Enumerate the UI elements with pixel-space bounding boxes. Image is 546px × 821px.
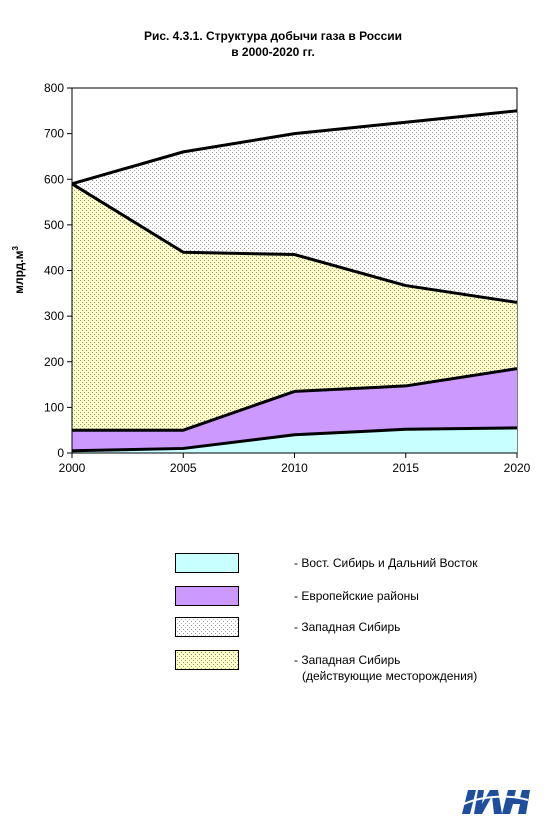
- x-tick-label: 2005: [170, 461, 197, 475]
- legend-label-line-2: (действующие месторождения): [302, 669, 478, 683]
- legend-swatch-european: [175, 586, 239, 606]
- y-axis-label-superscript: 3: [11, 246, 20, 251]
- x-tick-label: 2010: [281, 461, 308, 475]
- legend-swatch-west-siberia-existing: [175, 650, 239, 670]
- area-series-0: [72, 427, 517, 453]
- chart-title-line-2: в 2000-2020 гг.: [231, 45, 315, 59]
- legend-label-line-1: - Западная Сибирь: [294, 653, 401, 667]
- legend-item-west-siberia-existing: - Западная Сибирь (действующие месторожд…: [0, 650, 546, 690]
- x-tick-label: 2020: [504, 461, 531, 475]
- y-axis-label: млрд.м3: [11, 246, 26, 294]
- legend-swatch-east-siberia: [175, 553, 239, 573]
- area-series-3: [72, 110, 517, 303]
- legend-label-west-siberia-existing: - Западная Сибирь (действующие месторожд…: [294, 652, 477, 684]
- y-tick-label: 300: [44, 309, 64, 323]
- series-boundary-line-2: [71, 182, 518, 304]
- legend-label-european: - Европейские районы: [294, 589, 419, 603]
- legend-item-east-siberia: - Вост. Сибирь и Дальний Восток: [0, 553, 546, 593]
- legend-label-west-siberia: - Западная Сибирь: [294, 620, 401, 634]
- y-tick-label: 500: [44, 218, 64, 232]
- series-boundary-line-0: [71, 426, 518, 453]
- y-tick-label: 200: [44, 355, 64, 369]
- y-tick-label: 600: [44, 172, 64, 186]
- legend-item-european: - Европейские районы: [0, 586, 546, 626]
- y-axis-label-text: млрд.м: [12, 250, 26, 293]
- y-tick-label: 100: [44, 400, 64, 414]
- legend-item-west-siberia: - Западная Сибирь: [0, 617, 546, 657]
- legend-label-east-siberia: - Вост. Сибирь и Дальний Восток: [294, 556, 478, 570]
- x-tick-label: 2000: [59, 461, 86, 475]
- chart-title: Рис. 4.3.1. Структура добычи газа в Росс…: [0, 28, 546, 60]
- series-boundary-line-1: [72, 367, 518, 432]
- series-boundary-line-3: [71, 109, 518, 186]
- y-tick-label: 400: [44, 264, 64, 278]
- y-tick-label: 700: [44, 127, 64, 141]
- x-tick-label: 2015: [392, 461, 419, 475]
- area-series-2: [72, 183, 517, 431]
- y-tick-label: 0: [57, 446, 64, 460]
- area-chart: 0 100 200 300 400 500 600 700 800 2000 2005 2010 20…: [11, 81, 531, 475]
- chart-title-line-1: Рис. 4.3.1. Структура добычи газа в Росс…: [143, 29, 403, 43]
- institute-logo: [459, 790, 530, 814]
- legend-swatch-west-siberia: [175, 617, 239, 637]
- y-tick-label: 800: [44, 81, 64, 95]
